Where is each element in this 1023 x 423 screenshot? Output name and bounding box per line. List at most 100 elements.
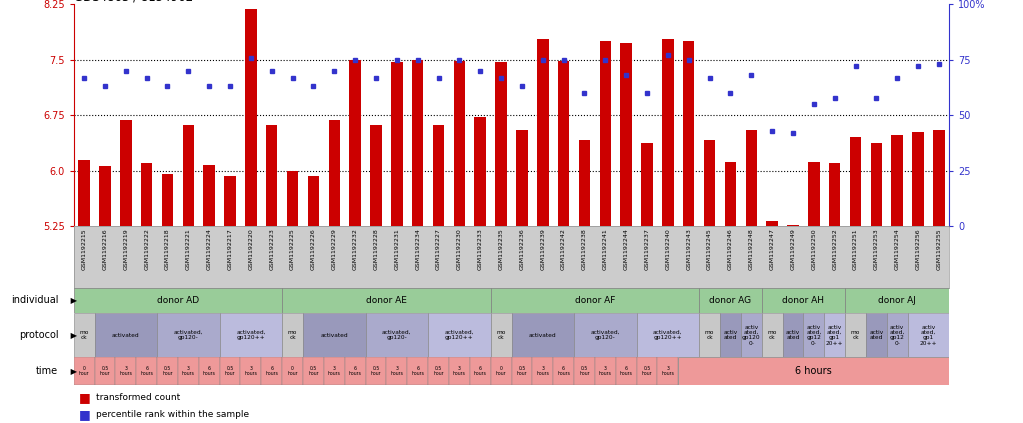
Text: 0.5
hour: 0.5 hour xyxy=(370,366,382,376)
Text: ▶: ▶ xyxy=(68,331,77,340)
Text: ▶: ▶ xyxy=(68,296,77,305)
Bar xyxy=(303,313,365,357)
Bar xyxy=(120,121,132,226)
Bar xyxy=(579,140,590,226)
Text: GSM1192237: GSM1192237 xyxy=(644,228,650,270)
Text: 0.5
hour: 0.5 hour xyxy=(517,366,527,376)
Text: GSM1192238: GSM1192238 xyxy=(582,228,587,270)
Text: 0.5
hour: 0.5 hour xyxy=(225,366,235,376)
Bar xyxy=(136,357,158,385)
Text: mo
ck: mo ck xyxy=(287,330,298,341)
Bar xyxy=(365,357,387,385)
Bar xyxy=(412,60,424,226)
Bar xyxy=(491,357,512,385)
Bar xyxy=(746,130,757,226)
Bar xyxy=(641,143,653,226)
Text: 6
hours: 6 hours xyxy=(140,366,153,376)
Text: 6
hours: 6 hours xyxy=(474,366,487,376)
Bar xyxy=(79,160,90,226)
Bar xyxy=(470,357,491,385)
Bar xyxy=(328,121,340,226)
Text: GSM1192231: GSM1192231 xyxy=(394,228,399,270)
Text: 3
hours: 3 hours xyxy=(182,366,194,376)
Bar xyxy=(724,162,737,226)
Bar xyxy=(636,313,699,357)
Text: activated,
gp120-: activated, gp120- xyxy=(382,330,411,341)
Bar xyxy=(495,62,506,226)
Bar xyxy=(720,313,741,357)
Bar xyxy=(517,130,528,226)
Text: 3
hours: 3 hours xyxy=(391,366,403,376)
Text: individual: individual xyxy=(11,295,58,305)
Text: donor AG: donor AG xyxy=(709,296,752,305)
Bar xyxy=(699,288,762,313)
Text: GSM1192227: GSM1192227 xyxy=(436,228,441,270)
Text: GSM1192244: GSM1192244 xyxy=(624,228,629,270)
Bar xyxy=(825,313,845,357)
Bar xyxy=(933,130,944,226)
Bar xyxy=(788,225,799,226)
Text: 6
hours: 6 hours xyxy=(558,366,570,376)
Text: activated,
gp120++: activated, gp120++ xyxy=(236,330,266,341)
Text: activated: activated xyxy=(529,333,557,338)
Text: GSM1192246: GSM1192246 xyxy=(728,228,732,270)
Text: mo
ck: mo ck xyxy=(705,330,714,341)
Text: 6
hours: 6 hours xyxy=(203,366,216,376)
Bar xyxy=(491,313,512,357)
Bar xyxy=(907,313,949,357)
Text: GSM1192235: GSM1192235 xyxy=(498,228,503,270)
Bar xyxy=(636,357,658,385)
Text: 0
hour: 0 hour xyxy=(287,366,298,376)
Bar xyxy=(558,61,570,226)
Bar xyxy=(433,125,444,226)
Text: donor AD: donor AD xyxy=(157,296,198,305)
Text: 6
hours: 6 hours xyxy=(265,366,278,376)
Bar xyxy=(286,171,299,226)
Bar xyxy=(829,163,841,226)
Text: activ
ated: activ ated xyxy=(786,330,800,341)
Text: protocol: protocol xyxy=(18,330,58,340)
Text: 6
hours: 6 hours xyxy=(349,366,361,376)
Bar xyxy=(99,166,110,226)
Bar xyxy=(574,313,636,357)
Bar xyxy=(532,357,553,385)
Text: GSM1192217: GSM1192217 xyxy=(227,228,232,270)
Text: 0.5
hour: 0.5 hour xyxy=(99,366,110,376)
Text: 6 hours: 6 hours xyxy=(796,366,832,376)
Bar xyxy=(178,357,198,385)
Bar xyxy=(74,288,282,313)
Text: activ
ated,
gp12
0-: activ ated, gp12 0- xyxy=(806,324,821,346)
Bar xyxy=(537,39,548,226)
Bar xyxy=(387,357,407,385)
Bar xyxy=(158,313,220,357)
Bar xyxy=(220,357,240,385)
Bar xyxy=(391,62,403,226)
Bar xyxy=(678,357,949,385)
Text: ■: ■ xyxy=(79,391,90,404)
Text: GDS4863 / 8154962: GDS4863 / 8154962 xyxy=(74,0,192,3)
Text: GSM1192256: GSM1192256 xyxy=(916,228,921,270)
Bar xyxy=(220,313,282,357)
Text: 0
hour: 0 hour xyxy=(79,366,89,376)
Bar xyxy=(512,313,574,357)
Text: GSM1192218: GSM1192218 xyxy=(165,228,170,270)
Text: GSM1192216: GSM1192216 xyxy=(102,228,107,270)
Text: mo
ck: mo ck xyxy=(496,330,505,341)
Text: GSM1192223: GSM1192223 xyxy=(269,228,274,270)
Bar xyxy=(704,140,715,226)
Text: GSM1192250: GSM1192250 xyxy=(811,228,816,270)
Text: GSM1192220: GSM1192220 xyxy=(249,228,254,270)
Text: activated,
gp120-: activated, gp120- xyxy=(174,330,204,341)
Bar xyxy=(699,313,720,357)
Text: activated,
gp120-: activated, gp120- xyxy=(590,330,620,341)
Text: donor AE: donor AE xyxy=(366,296,407,305)
Bar xyxy=(574,357,595,385)
Bar xyxy=(783,313,803,357)
Text: time: time xyxy=(36,366,58,376)
Bar xyxy=(407,357,428,385)
Text: GSM1192249: GSM1192249 xyxy=(791,228,796,270)
Text: GSM1192236: GSM1192236 xyxy=(520,228,525,270)
Text: GSM1192248: GSM1192248 xyxy=(749,228,754,270)
Bar xyxy=(475,118,486,226)
Text: 3
hours: 3 hours xyxy=(453,366,465,376)
